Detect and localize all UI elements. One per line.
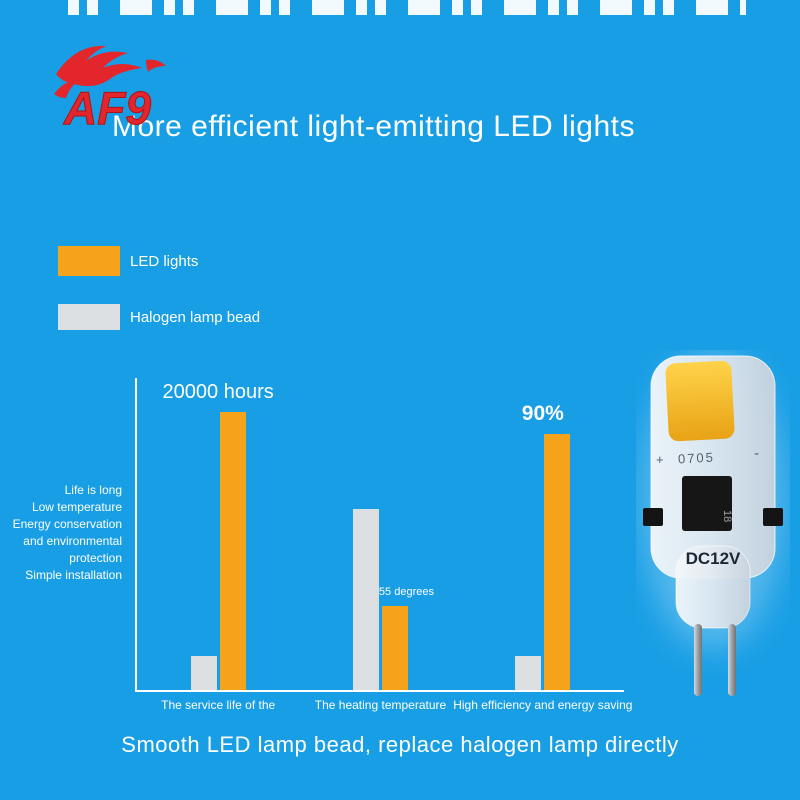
page-title: More efficient light-emitting LED lights [112,110,635,143]
y-axis-label-line: Simple installation [25,568,122,582]
voltage-label: DC12V [686,549,741,568]
chip-minus-mark: - [754,445,759,462]
led-bulb-image: + 0705 - 18 DC12V [641,350,785,696]
y-axis-label: Life is long Low temperature Energy conser… [4,482,122,584]
cropped-top-text [68,0,746,15]
legend-item-halogen: Halogen lamp bead [58,304,260,330]
orange-bar [381,605,408,690]
bulb-base [675,545,751,629]
cob-chip [665,360,735,442]
gray-bar [352,509,379,690]
bar-annotation: 55 degrees [378,585,434,598]
y-axis-label-line: Energy conservation [12,517,122,531]
legend-swatch-orange [58,246,120,276]
bar-group: 20000 hours The service life of the [137,378,299,712]
ic-text: 18 [721,510,733,522]
brand-logo: AF9 [54,45,166,135]
side-pad-left [643,508,663,526]
chart-legend: LED lights Halogen lamp bead [58,246,260,358]
orange-bar [219,412,246,690]
pin-right [728,624,736,696]
chart-plot: 20000 hours The service life of the 55 deg… [135,378,632,712]
legend-item-led: LED lights [58,246,260,276]
bar-annotation: 90% [521,402,564,426]
bar-annotation: 20000 hours [162,381,274,404]
legend-swatch-gray [58,304,120,330]
pin-left [694,624,702,696]
logo-text: AF9 [63,82,151,134]
flame-icon [56,45,142,87]
bar-group: 90% High efficiency and energy saving [453,378,632,712]
category-label: High efficiency and energy saving [453,698,633,712]
y-axis-label-line: Low temperature [31,500,122,514]
y-axis-label-line: protection [69,551,122,565]
legend-label: Halogen lamp bead [130,308,261,326]
chip-code: 0705 [678,450,716,467]
chip-plus-mark: + [656,452,664,467]
category-label: The service life of the [161,698,276,712]
gray-bar [515,655,542,690]
y-axis-label-line: Life is long [64,483,122,497]
gray-bar [190,655,217,690]
legend-label: LED lights [130,252,199,270]
bar-group: 55 degrees The heating temperature [299,378,461,712]
side-pad-right [763,508,783,526]
orange-bar [544,434,571,690]
y-axis-label-line: and environmental [23,534,122,548]
category-label: The heating temperature [314,698,447,712]
bottom-caption: Smooth LED lamp bead, replace halogen la… [121,732,679,757]
driver-ic [682,476,732,531]
